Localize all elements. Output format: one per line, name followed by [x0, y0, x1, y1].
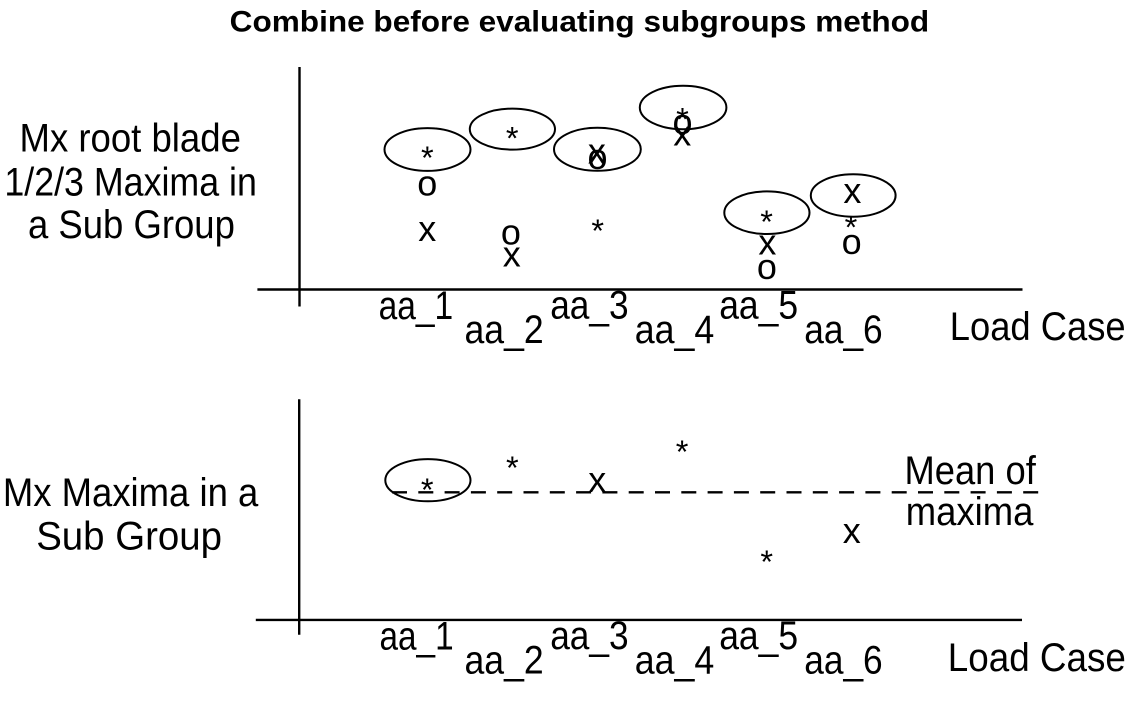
- svg-text:*: *: [421, 140, 434, 176]
- svg-text:x: x: [843, 170, 861, 211]
- svg-text:x: x: [503, 233, 521, 274]
- svg-text:aa_6: aa_6: [804, 639, 883, 683]
- svg-text:Mx root blade: Mx root blade: [20, 117, 241, 161]
- svg-text:o: o: [587, 136, 607, 177]
- svg-text:Combine before evaluating subg: Combine before evaluating subgroups meth…: [230, 5, 930, 38]
- svg-text:o: o: [672, 101, 692, 142]
- svg-text:aa_2: aa_2: [465, 308, 544, 352]
- svg-text:x: x: [418, 208, 436, 249]
- svg-text:1/2/3 Maxima in: 1/2/3 Maxima in: [4, 161, 257, 205]
- svg-text:aa_3: aa_3: [550, 614, 628, 658]
- svg-text:*: *: [421, 472, 434, 508]
- svg-text:*: *: [845, 210, 858, 246]
- svg-text:aa_3: aa_3: [550, 284, 628, 328]
- svg-text:Mean of: Mean of: [905, 449, 1037, 493]
- svg-text:a Sub Group: a Sub Group: [28, 203, 235, 247]
- svg-text:Mx Maxima in a: Mx Maxima in a: [3, 471, 258, 515]
- svg-text:x: x: [843, 510, 861, 551]
- svg-text:Load Case: Load Case: [950, 305, 1126, 349]
- svg-text:aa_2: aa_2: [465, 639, 544, 683]
- svg-text:*: *: [760, 544, 773, 580]
- svg-text:o: o: [842, 221, 862, 262]
- svg-text:aa_4: aa_4: [635, 308, 715, 352]
- svg-text:aa_1: aa_1: [379, 284, 454, 328]
- svg-text:aa_4: aa_4: [635, 639, 715, 683]
- svg-text:*: *: [506, 121, 519, 157]
- svg-text:*: *: [506, 450, 519, 486]
- svg-text:Load Case: Load Case: [948, 636, 1126, 680]
- svg-text:o: o: [757, 246, 777, 287]
- svg-text:*: *: [676, 101, 689, 137]
- svg-text:aa_1: aa_1: [380, 615, 454, 659]
- svg-text:aa_5: aa_5: [719, 614, 798, 658]
- svg-text:maxima: maxima: [906, 490, 1034, 534]
- svg-text:o: o: [501, 212, 521, 253]
- svg-text:*: *: [676, 434, 689, 470]
- svg-text:aa_6: aa_6: [804, 308, 883, 352]
- svg-text:*: *: [591, 213, 604, 249]
- svg-text:x: x: [673, 113, 691, 154]
- svg-text:Sub Group: Sub Group: [36, 515, 222, 559]
- svg-text:aa_5: aa_5: [719, 283, 798, 327]
- svg-text:x: x: [588, 459, 606, 500]
- svg-text:x: x: [758, 221, 776, 262]
- svg-text:*: *: [760, 204, 773, 240]
- svg-text:o: o: [417, 162, 437, 203]
- svg-text:x: x: [588, 130, 606, 171]
